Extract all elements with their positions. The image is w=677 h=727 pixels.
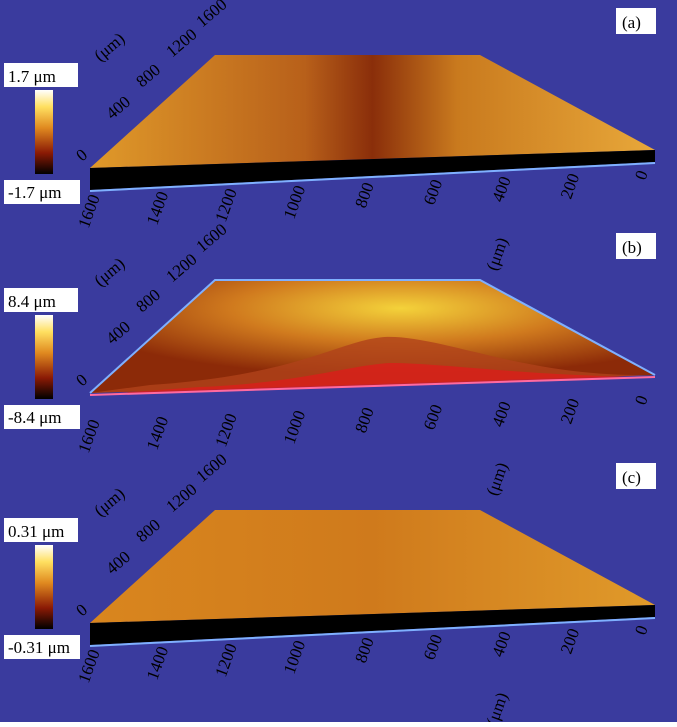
label-box	[616, 233, 656, 259]
panel-label: (c)	[622, 468, 641, 487]
slab	[90, 150, 655, 190]
label-box	[4, 635, 80, 659]
panel-label: (b)	[622, 238, 642, 257]
edge	[89, 376, 656, 396]
surface	[90, 510, 655, 623]
scale-max: 0.31 μm	[8, 522, 64, 541]
colorbar	[35, 90, 53, 174]
label-box	[4, 63, 78, 87]
panel-label: (a)	[622, 13, 641, 32]
label-box	[4, 180, 80, 204]
label-box	[616, 8, 656, 34]
scale-min: -1.7 μm	[8, 183, 62, 202]
colorbar	[35, 315, 53, 399]
scale-min: -0.31 μm	[8, 638, 70, 657]
label-box	[4, 405, 80, 429]
panel: 0.31 μm-0.31 μm(c)040080012001600(μm)160…	[4, 450, 656, 727]
scale-min: -8.4 μm	[8, 408, 62, 427]
colorbar	[35, 545, 53, 629]
edge	[89, 617, 656, 647]
edge	[89, 279, 656, 394]
scale-max: 1.7 μm	[8, 67, 56, 86]
edge	[89, 162, 656, 192]
label-box	[616, 463, 656, 489]
scale-max: 8.4 μm	[8, 292, 56, 311]
label-box	[4, 518, 78, 542]
label-box	[4, 288, 78, 312]
slab	[90, 605, 655, 645]
bump-base	[90, 363, 655, 395]
surface	[90, 55, 655, 168]
